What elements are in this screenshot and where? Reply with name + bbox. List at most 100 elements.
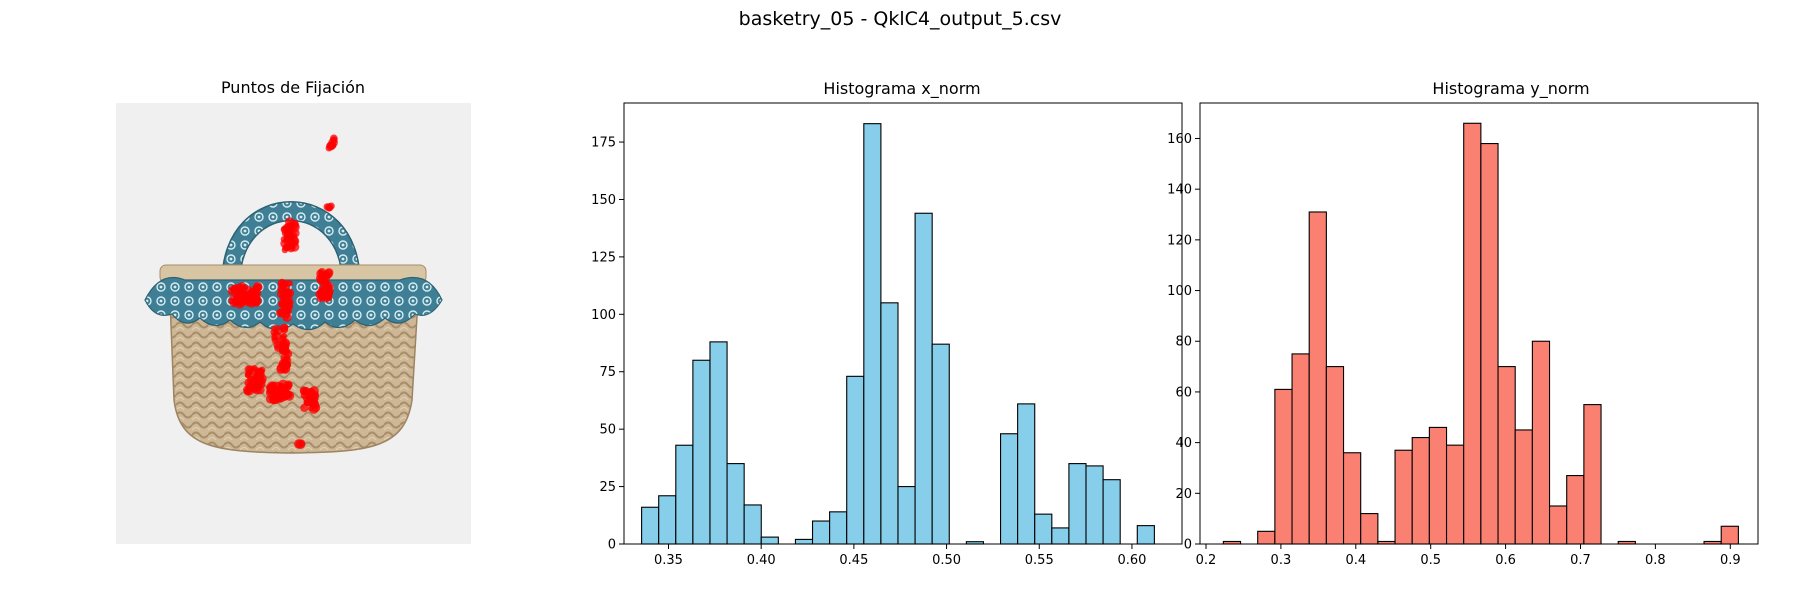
- x-ytick-label: 125: [591, 250, 616, 265]
- y-histogram-bar: [1291, 353, 1310, 545]
- fixation-point: [309, 404, 319, 414]
- x-histogram-title: Histograma x_norm: [823, 79, 980, 99]
- fixation-point: [322, 280, 332, 290]
- y-histogram-bar: [1445, 444, 1465, 545]
- y-ytick-label: 40: [1175, 436, 1192, 451]
- y-ytick-label: 140: [1167, 183, 1192, 198]
- y-ytick-label: 120: [1167, 233, 1192, 248]
- y-xtick-label: 0.4: [1345, 553, 1366, 568]
- x-ytick-label: 0: [608, 538, 616, 553]
- y-xtick-label: 0.9: [1720, 553, 1741, 568]
- fixation-point: [270, 328, 279, 337]
- y-histogram-bar: [1463, 122, 1482, 545]
- y-ytick-label: 100: [1167, 284, 1192, 299]
- fixation-point: [245, 369, 253, 377]
- y-histogram-bar: [1257, 530, 1276, 545]
- x-histogram-bar: [1017, 403, 1036, 545]
- basket-with-fixation-points-image: [144, 134, 443, 454]
- x-histogram-bar: [846, 375, 865, 545]
- fixation-point: [272, 395, 282, 404]
- x-histogram-bar: [658, 495, 677, 545]
- x-histogram-bar: [760, 536, 779, 545]
- y-histogram-bar: [1583, 404, 1602, 545]
- y-ytick-label: 20: [1175, 487, 1192, 502]
- y-histogram-bar: [1720, 525, 1739, 545]
- x-ytick-label: 25: [599, 480, 616, 495]
- fixation-point: [281, 366, 289, 374]
- fixation-point: [327, 202, 335, 210]
- fixation-point: [289, 244, 296, 250]
- y-xtick-label: 0.2: [1196, 553, 1217, 568]
- fixation-point: [276, 388, 284, 396]
- y-histogram-frame: [1199, 102, 1759, 545]
- y-xtick-label: 0.5: [1420, 553, 1441, 568]
- fixation-point: [277, 382, 284, 389]
- x-histogram-bar: [931, 343, 950, 545]
- x-xtick-label: 0.50: [932, 553, 961, 568]
- x-histogram-bar: [726, 463, 745, 545]
- x-ytick-label: 75: [599, 365, 616, 380]
- fixation-point: [289, 222, 300, 233]
- x-ytick-label: 150: [591, 193, 616, 208]
- y-ytick-label: 160: [1167, 132, 1192, 147]
- fixation-point: [257, 368, 265, 376]
- x-histogram-bar: [794, 538, 814, 545]
- y-histogram-bar: [1497, 366, 1516, 545]
- x-histogram-bar: [811, 520, 831, 545]
- y-xtick-label: 0.8: [1645, 553, 1666, 568]
- figure-title: basketry_05 - QklC4_output_5.csv: [738, 8, 1062, 30]
- x-ytick-label: 50: [599, 423, 616, 438]
- x-xtick-label: 0.55: [1025, 553, 1054, 568]
- x-histogram-bar: [914, 212, 933, 545]
- fixation-point: [287, 237, 295, 245]
- y-histogram-bar: [1514, 429, 1533, 545]
- y-histogram-bar: [1342, 452, 1362, 545]
- x-histogram-frame: [623, 102, 1183, 545]
- y-ytick-label: 0: [1184, 538, 1192, 553]
- fixation-point: [283, 349, 293, 359]
- x-histogram-bar: [692, 359, 711, 545]
- y-xtick-label: 0.3: [1271, 553, 1292, 568]
- x-xtick-label: 0.60: [1117, 553, 1146, 568]
- fixation-point: [237, 282, 247, 291]
- y-histogram-bar: [1531, 340, 1551, 545]
- y-ytick-label: 60: [1175, 385, 1192, 400]
- fixation-point: [282, 323, 289, 331]
- y-histogram-bar: [1411, 437, 1430, 545]
- fixation-point: [323, 289, 333, 299]
- x-histogram-bar: [829, 511, 848, 545]
- y-histogram-bar: [1428, 426, 1448, 545]
- x-histogram-bar: [1102, 479, 1121, 545]
- fixation-point: [248, 376, 259, 386]
- fixation-point: [284, 309, 291, 316]
- x-histogram-bar: [675, 444, 694, 545]
- fixation-point: [271, 334, 278, 342]
- fixation-point: [285, 288, 295, 298]
- x-xtick-label: 0.45: [839, 553, 868, 568]
- fixation-point: [282, 223, 291, 232]
- y-histogram-bar: [1325, 366, 1345, 545]
- fixation-point: [242, 385, 252, 395]
- fixation-point: [282, 312, 292, 322]
- x-ytick-label: 100: [591, 308, 616, 323]
- y-norm-histogram: Histograma y_norm 020406080100120140160 …: [1167, 79, 1759, 568]
- fixation-point: [281, 338, 291, 347]
- fixation-point: [257, 374, 265, 382]
- x-histogram-bar: [1068, 463, 1087, 545]
- fixation-point: [269, 388, 277, 396]
- fixation-point: [293, 439, 304, 449]
- fixation-point: [300, 403, 309, 413]
- x-histogram-bar: [641, 506, 660, 545]
- y-histogram-bar: [1566, 475, 1585, 545]
- x-xtick-label: 0.35: [654, 553, 683, 568]
- x-histogram-bar: [1051, 527, 1070, 545]
- x-histogram-bar: [1034, 513, 1053, 545]
- x-norm-histogram: Histograma x_norm 0 25 50 75 100 125 150 175 0.…: [591, 79, 1183, 568]
- x-histogram-bar: [897, 486, 916, 545]
- x-histogram-bar: [880, 302, 899, 545]
- y-histogram-bar: [1480, 143, 1499, 545]
- x-histogram-bar: [1136, 525, 1155, 545]
- x-histogram-bar: [1085, 465, 1104, 545]
- fixation-image-panel: Puntos de Fijación: [116, 78, 471, 544]
- fixation-point: [318, 269, 325, 276]
